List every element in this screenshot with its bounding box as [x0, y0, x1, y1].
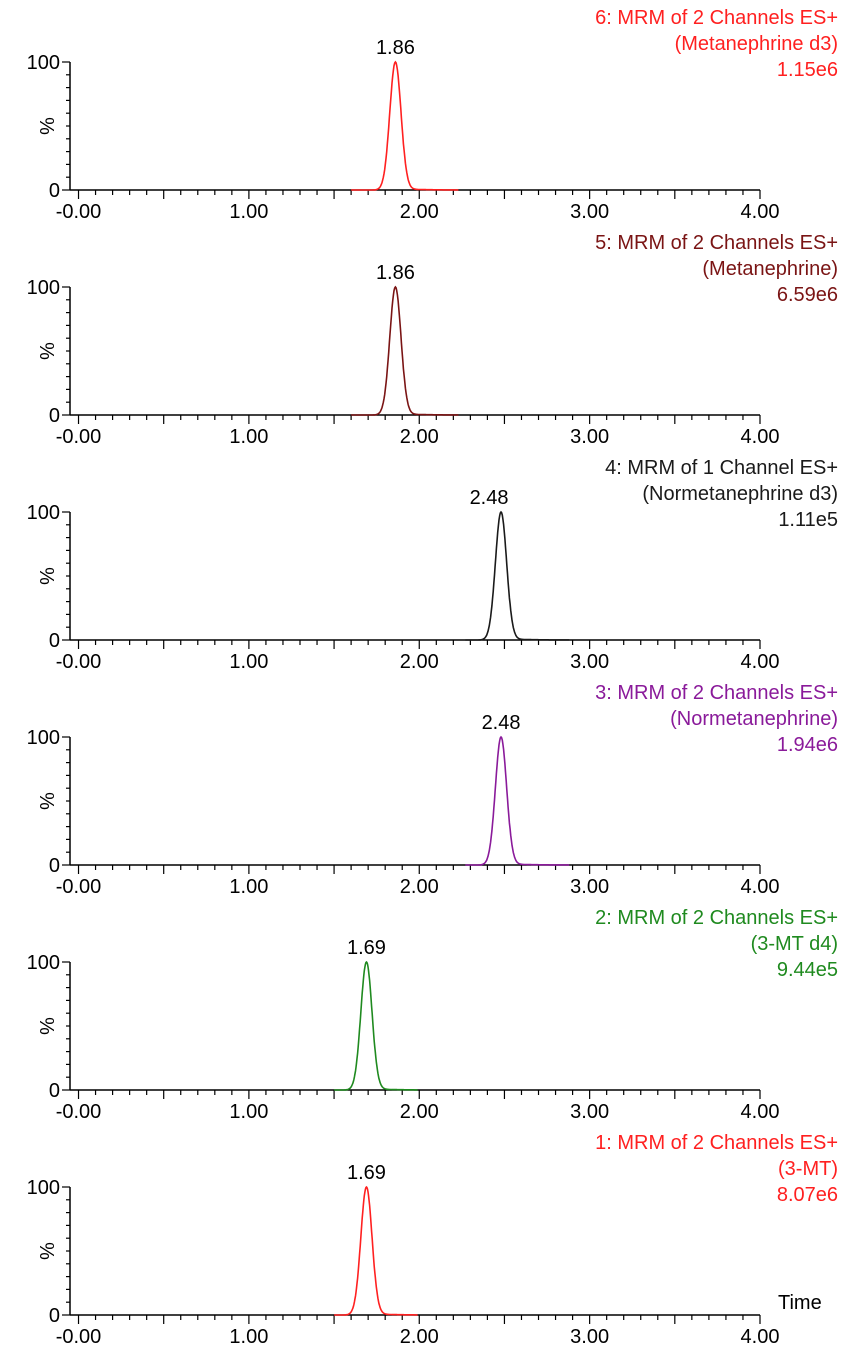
x-tick-label: 4.00: [741, 426, 780, 448]
chromatogram-panel-6: 6: MRM of 2 Channels ES+ (Metanephrine d3…: [27, 7, 838, 223]
x-tick-label: 3.00: [570, 1101, 609, 1123]
y-tick-label-0: 0: [49, 1305, 60, 1327]
peak-retention-label: 1.86: [376, 37, 415, 59]
panel-compound-label: (Normetanephrine): [670, 708, 838, 730]
chromatogram-panel-1: 1: MRM of 2 Channels ES+ (3-MT) 8.07e6 100 0…: [27, 1132, 838, 1348]
y-tick-label-100: 100: [27, 52, 60, 74]
x-tick-label: 1.00: [229, 876, 268, 898]
y-tick-label-0: 0: [49, 405, 60, 427]
x-tick-label: -0.00: [56, 876, 102, 898]
x-tick-label: -0.00: [56, 1326, 102, 1348]
panel-compound-label: (Normetanephrine d3): [642, 483, 838, 505]
peak-retention-label: 1.69: [347, 1162, 386, 1184]
y-tick-label-0: 0: [49, 180, 60, 202]
x-tick-label: 4.00: [741, 1326, 780, 1348]
panel-compound-label: (3-MT d4): [751, 933, 838, 955]
x-tick-label: 2.00: [400, 651, 439, 673]
panel-title: 2: MRM of 2 Channels ES+: [595, 907, 838, 929]
x-tick-label: 1.00: [229, 1101, 268, 1123]
x-tick-label: -0.00: [56, 1101, 102, 1123]
peak-retention-label: 1.86: [376, 262, 415, 284]
chromatogram-panel-3: 3: MRM of 2 Channels ES+ (Normetanephrine…: [27, 682, 838, 898]
x-tick-label: 1.00: [229, 426, 268, 448]
x-tick-label: 3.00: [570, 651, 609, 673]
x-tick-label: 4.00: [741, 651, 780, 673]
x-tick-label: -0.00: [56, 651, 102, 673]
chromatogram-panel-2: 2: MRM of 2 Channels ES+ (3-MT d4) 9.44e5 1…: [27, 907, 838, 1123]
panel-intensity-label: 6.59e6: [777, 284, 838, 306]
y-tick-label-0: 0: [49, 1080, 60, 1102]
peak-retention-label: 2.48: [470, 487, 509, 509]
x-axis-title: Time: [778, 1292, 822, 1314]
chromatogram-trace: [334, 1185, 418, 1316]
y-axis-label: %: [35, 1242, 57, 1260]
x-tick-label: 1.00: [229, 1326, 268, 1348]
chromatogram-trace: [351, 285, 459, 416]
panel-intensity-label: 8.07e6: [777, 1184, 838, 1206]
x-tick-label: 2.00: [400, 1326, 439, 1348]
chromatogram-panel-5: 5: MRM of 2 Channels ES+ (Metanephrine) 6.…: [27, 232, 838, 448]
x-tick-label: 2.00: [400, 876, 439, 898]
y-axis-label: %: [35, 1017, 57, 1035]
chromatogram-trace: [465, 510, 570, 641]
panel-compound-label: (Metanephrine): [702, 258, 838, 280]
x-tick-label: -0.00: [56, 426, 102, 448]
chromatogram-panel-4: 4: MRM of 1 Channel ES+ (Normetanephrine …: [27, 457, 838, 673]
x-tick-label: 2.00: [400, 1101, 439, 1123]
panel-title: 3: MRM of 2 Channels ES+: [595, 682, 838, 704]
y-axis-label: %: [35, 117, 57, 135]
chromatogram-trace: [351, 60, 459, 191]
x-tick-label: 4.00: [741, 876, 780, 898]
panel-title: 4: MRM of 1 Channel ES+: [605, 457, 838, 479]
x-tick-label: 3.00: [570, 426, 609, 448]
x-tick-label: 1.00: [229, 201, 268, 223]
x-tick-label: 3.00: [570, 876, 609, 898]
y-tick-label-100: 100: [27, 277, 60, 299]
y-tick-label-100: 100: [27, 502, 60, 524]
chromatogram-trace: [465, 735, 570, 866]
panel-intensity-label: 1.94e6: [777, 734, 838, 756]
x-tick-label: 3.00: [570, 1326, 609, 1348]
x-tick-label: 4.00: [741, 1101, 780, 1123]
y-axis-label: %: [35, 567, 57, 585]
panel-intensity-label: 1.11e5: [778, 509, 838, 531]
x-tick-label: 3.00: [570, 201, 609, 223]
peak-retention-label: 1.69: [347, 937, 386, 959]
panel-title: 1: MRM of 2 Channels ES+: [595, 1132, 838, 1154]
x-tick-label: 1.00: [229, 651, 268, 673]
y-tick-label-100: 100: [27, 1177, 60, 1199]
x-tick-label: 2.00: [400, 426, 439, 448]
y-axis-label: %: [35, 792, 57, 810]
y-tick-label-0: 0: [49, 855, 60, 877]
x-tick-label: 4.00: [741, 201, 780, 223]
peak-retention-label: 2.48: [482, 712, 521, 734]
chromatogram-trace: [334, 960, 418, 1091]
panel-intensity-label: 9.44e5: [777, 959, 838, 981]
panel-intensity-label: 1.15e6: [777, 59, 838, 81]
y-axis-label: %: [35, 342, 57, 360]
panel-title: 5: MRM of 2 Channels ES+: [595, 232, 838, 254]
y-tick-label-100: 100: [27, 727, 60, 749]
y-tick-label-100: 100: [27, 952, 60, 974]
panel-compound-label: (3-MT): [778, 1158, 838, 1180]
panel-compound-label: (Metanephrine d3): [675, 33, 838, 55]
y-tick-label-0: 0: [49, 630, 60, 652]
x-tick-label: -0.00: [56, 201, 102, 223]
x-tick-label: 2.00: [400, 201, 439, 223]
panel-title: 6: MRM of 2 Channels ES+: [595, 7, 838, 29]
